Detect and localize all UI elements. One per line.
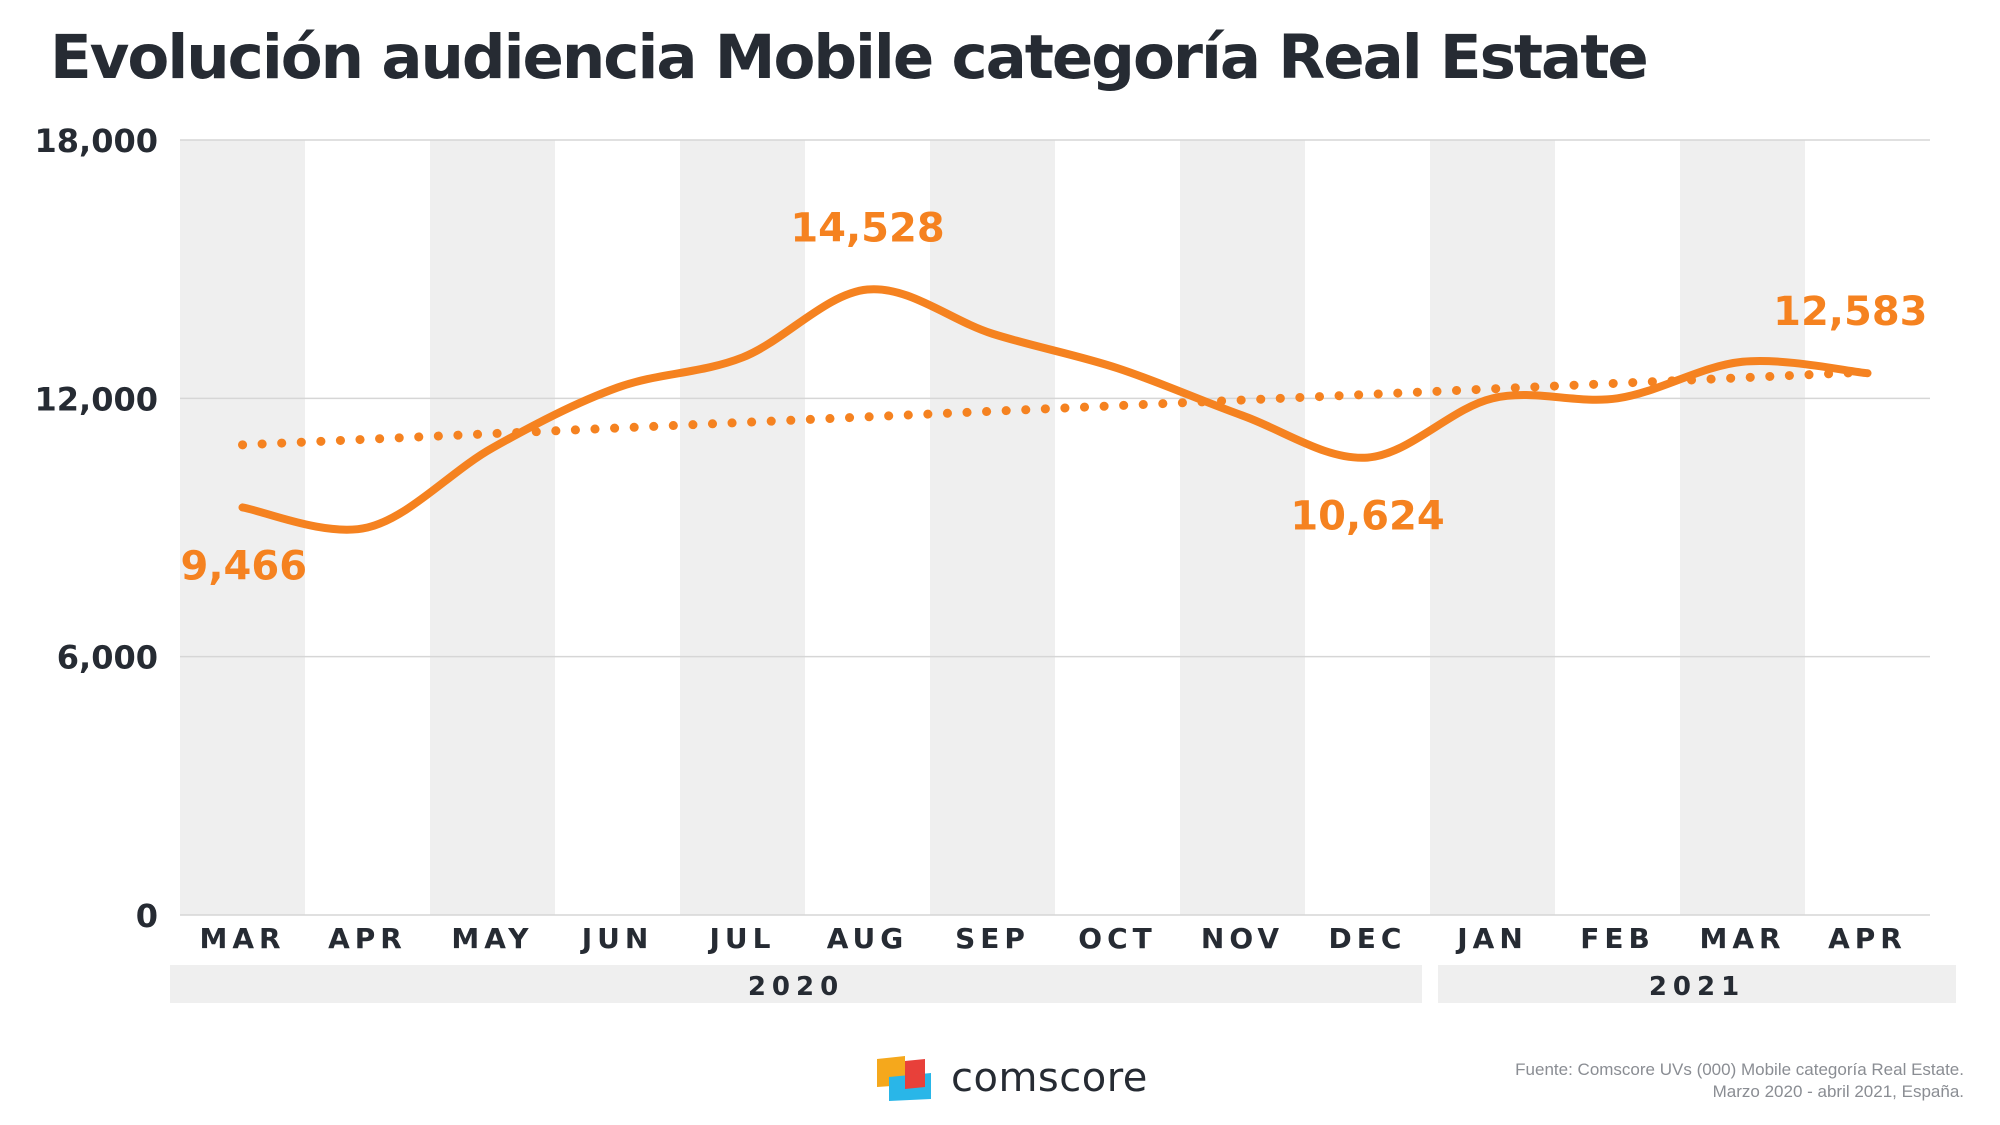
x-tick-label: APR (328, 922, 407, 955)
x-tick-label: MAR (199, 922, 285, 955)
x-tick-label: JAN (1455, 922, 1528, 955)
x-tick-label: APR (1828, 922, 1907, 955)
x-tick-label: JUL (708, 922, 776, 955)
y-axis: 0 6,000 12,000 18,000 (35, 122, 158, 935)
comscore-logo: comscore (875, 1055, 1148, 1101)
year-group-label: 2020 (748, 972, 844, 1002)
comscore-logo-icon (877, 1056, 931, 1101)
data-label: 14,528 (790, 205, 944, 251)
column-band (680, 140, 805, 915)
x-tick-label: DEC (1329, 922, 1407, 955)
x-tick-label: NOV (1201, 922, 1284, 955)
column-band (1430, 140, 1555, 915)
year-groups: 2020 2021 (170, 965, 1956, 1003)
column-band (180, 140, 305, 915)
column-band (1680, 140, 1805, 915)
column-band (1180, 140, 1305, 915)
column-bands (180, 140, 1805, 915)
x-tick-label: JUN (580, 922, 654, 955)
source-note: Fuente: Comscore UVs (000) Mobile catego… (1515, 1059, 1964, 1103)
y-tick-label: 12,000 (35, 380, 158, 418)
y-tick-label: 18,000 (35, 122, 158, 160)
x-tick-label: SEP (955, 922, 1030, 955)
comscore-wordmark: comscore (951, 1055, 1148, 1101)
chart-title: Evolución audiencia Mobile categoría Rea… (50, 22, 1649, 93)
x-axis: MAR APR MAY JUN JUL AUG SEP OCT NOV DEC JAN FEB MAR A… (199, 922, 1907, 955)
source-line: Fuente: Comscore UVs (000) Mobile catego… (1515, 1060, 1964, 1079)
y-tick-label: 0 (136, 897, 158, 935)
x-tick-label: FEB (1580, 922, 1655, 955)
x-tick-label: AUG (827, 922, 909, 955)
gridlines (180, 139, 1930, 916)
series-layer (238, 285, 1872, 534)
year-group-bar (1438, 965, 1956, 1003)
x-tick-label: MAY (451, 922, 533, 955)
trendline-series (238, 367, 1872, 450)
x-tick-label: MAR (1699, 922, 1785, 955)
year-group-label: 2021 (1649, 972, 1745, 1002)
data-label: 12,583 (1773, 289, 1927, 335)
data-label: 9,466 (181, 543, 308, 589)
y-tick-label: 6,000 (57, 639, 158, 677)
column-band (930, 140, 1055, 915)
data-label: 10,624 (1290, 494, 1444, 540)
x-tick-label: OCT (1078, 922, 1156, 955)
column-band (430, 140, 555, 915)
source-line: Marzo 2020 - abril 2021, España. (1712, 1082, 1964, 1101)
data-labels: 9,466 14,528 10,624 12,583 (181, 205, 1928, 589)
audience-series-line (238, 285, 1872, 534)
year-group-bar (170, 965, 1422, 1003)
